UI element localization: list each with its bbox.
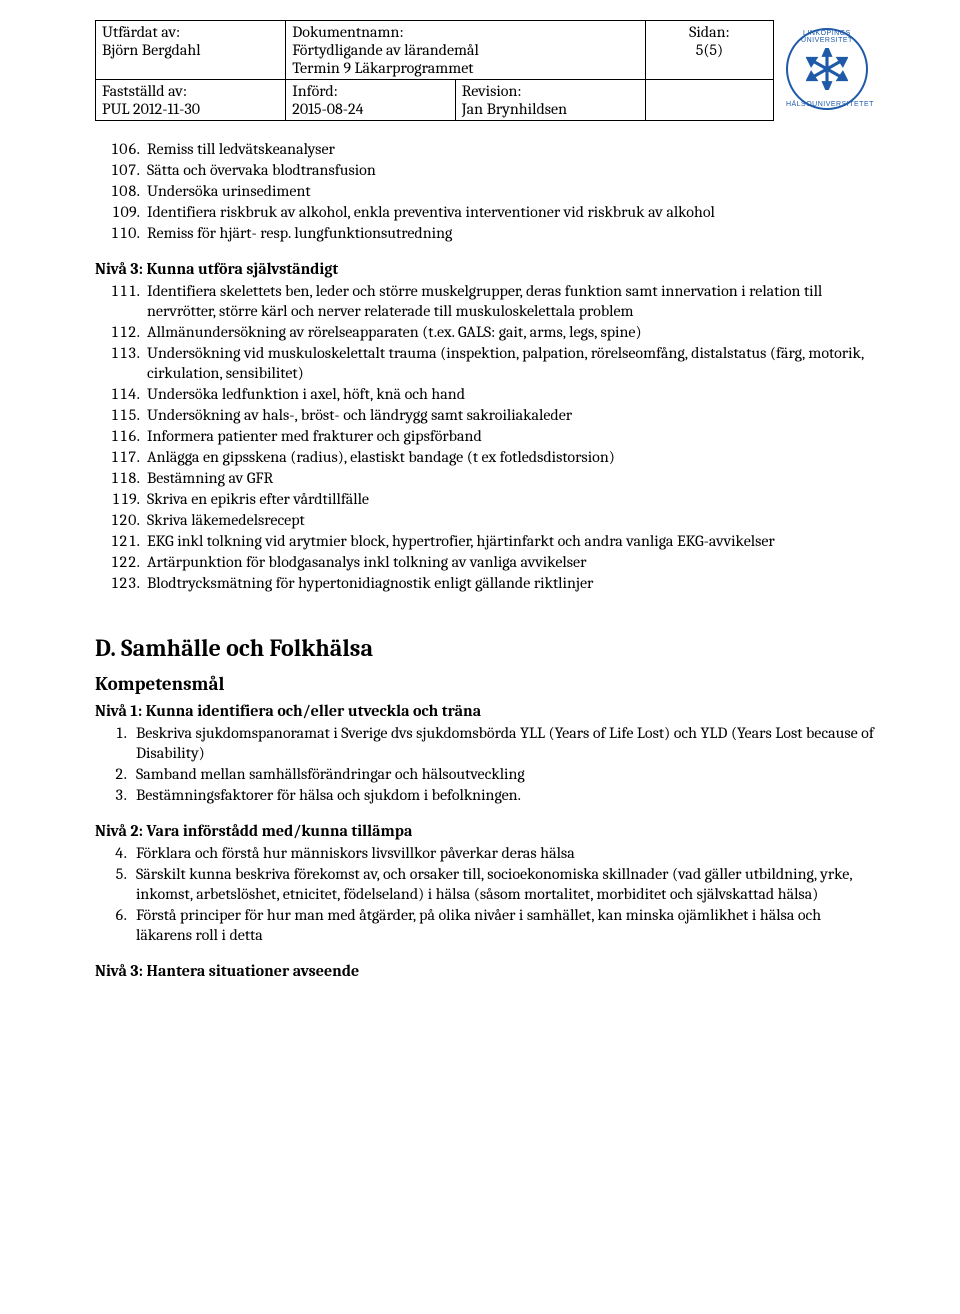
- list-item: Undersökning vid muskuloskelettalt traum…: [143, 343, 880, 383]
- list-item: Skriva läkemedelsrecept: [143, 510, 880, 530]
- issued-by-value: Björn Bergdahl: [102, 41, 201, 59]
- list-item: Särskilt kunna beskriva förekomst av, oc…: [130, 864, 880, 904]
- snowflake-icon: [806, 48, 848, 90]
- revision-value: Jan Brynhildsen: [462, 100, 567, 118]
- page-num: 5(5): [696, 41, 723, 59]
- list-item: Bestämningsfaktorer för hälsa och sjukdo…: [130, 785, 880, 805]
- established-cell: Fastställd av: PUL 2012-11-30: [96, 80, 286, 121]
- list-item: Identifiera riskbruk av alkohol, enkla p…: [143, 202, 880, 222]
- established-label: Fastställd av:: [102, 82, 187, 100]
- niva1-label: Nivå 1: Kunna identifiera och/eller utve…: [95, 701, 880, 721]
- issued-by-label: Utfärdat av:: [102, 23, 180, 41]
- entered-label: Införd:: [292, 82, 338, 100]
- revision-label: Revision:: [462, 82, 522, 100]
- docname-label: Dokumentnamn:: [292, 23, 403, 41]
- list-item: Artärpunktion för blodgasanalys inkl tol…: [143, 552, 880, 572]
- revision-cell: Revision: Jan Brynhildsen: [455, 80, 645, 121]
- level3-label: Nivå 3: Kunna utföra självständigt: [95, 259, 880, 279]
- content-body: Remiss till ledvätskeanalyserSätta och ö…: [95, 139, 880, 981]
- niva3-label: Nivå 3: Hantera situationer avseende: [95, 961, 880, 981]
- list-item: Förklara och förstå hur människors livsv…: [130, 843, 880, 863]
- niva2-list: Förklara och förstå hur människors livsv…: [95, 843, 880, 945]
- list-item: Blodtrycksmätning för hypertonidiagnosti…: [143, 573, 880, 593]
- list-a: Remiss till ledvätskeanalyserSätta och ö…: [95, 139, 880, 243]
- document-page: Utfärdat av: Björn Bergdahl Dokumentnamn…: [0, 0, 960, 1023]
- list-item: EKG inkl tolkning vid arytmier block, hy…: [143, 531, 880, 551]
- section-d-title: D. Samhälle och Folkhälsa: [95, 633, 880, 663]
- niva1-list: Beskriva sjukdomspanoramat i Sverige dvs…: [95, 723, 880, 805]
- list-item: Undersöka urinsediment: [143, 181, 880, 201]
- list-item: Allmänundersökning av rörelseapparaten (…: [143, 322, 880, 342]
- page-label: Sidan:: [689, 23, 730, 41]
- header-table: Utfärdat av: Björn Bergdahl Dokumentnamn…: [95, 20, 880, 121]
- list-item: Anlägga en gipsskena (radius), elastiskt…: [143, 447, 880, 467]
- university-logo: LINKÖPINGS UNIVERSITET: [786, 28, 868, 110]
- entered-value: 2015-08-24: [292, 100, 363, 118]
- established-value: PUL 2012-11-30: [102, 100, 200, 118]
- list-item: Remiss till ledvätskeanalyser: [143, 139, 880, 159]
- list-item: Sätta och övervaka blodtransfusion: [143, 160, 880, 180]
- logo-text-bot: HÄLSOUNIVERSITETET: [786, 101, 868, 108]
- list-item: Skriva en epikris efter vårdtillfälle: [143, 489, 880, 509]
- list-item: Remiss för hjärt- resp. lungfunktionsutr…: [143, 223, 880, 243]
- list-item: Undersöka ledfunktion i axel, höft, knä …: [143, 384, 880, 404]
- kompetens-head: Kompetensmål: [95, 673, 880, 697]
- issued-by-cell: Utfärdat av: Björn Bergdahl: [96, 21, 286, 80]
- list-item: Informera patienter med frakturer och gi…: [143, 426, 880, 446]
- docname-line1: Förtydligande av lärandemål: [292, 41, 479, 59]
- list-b: Identifiera skelettets ben, leder och st…: [95, 281, 880, 593]
- list-item: Undersökning av hals-, bröst- och ländry…: [143, 405, 880, 425]
- docname-line2: Termin 9 Läkarprogrammet: [292, 59, 473, 77]
- list-item: Beskriva sjukdomspanoramat i Sverige dvs…: [130, 723, 880, 763]
- list-item: Förstå principer för hur man med åtgärde…: [130, 905, 880, 945]
- list-item: Identifiera skelettets ben, leder och st…: [143, 281, 880, 321]
- docname-cell: Dokumentnamn: Förtydligande av lärandemå…: [286, 21, 646, 80]
- niva2-label: Nivå 2: Vara införstådd med/kunna tilläm…: [95, 821, 880, 841]
- page-cell: Sidan: 5(5): [646, 21, 774, 80]
- entered-cell: Införd: 2015-08-24: [286, 80, 455, 121]
- empty-cell: [646, 80, 774, 121]
- list-item: Samband mellan samhällsförändringar och …: [130, 764, 880, 784]
- logo-text-top: LINKÖPINGS UNIVERSITET: [786, 30, 868, 44]
- list-item: Bestämning av GFR: [143, 468, 880, 488]
- logo-cell: LINKÖPINGS UNIVERSITET: [773, 21, 880, 121]
